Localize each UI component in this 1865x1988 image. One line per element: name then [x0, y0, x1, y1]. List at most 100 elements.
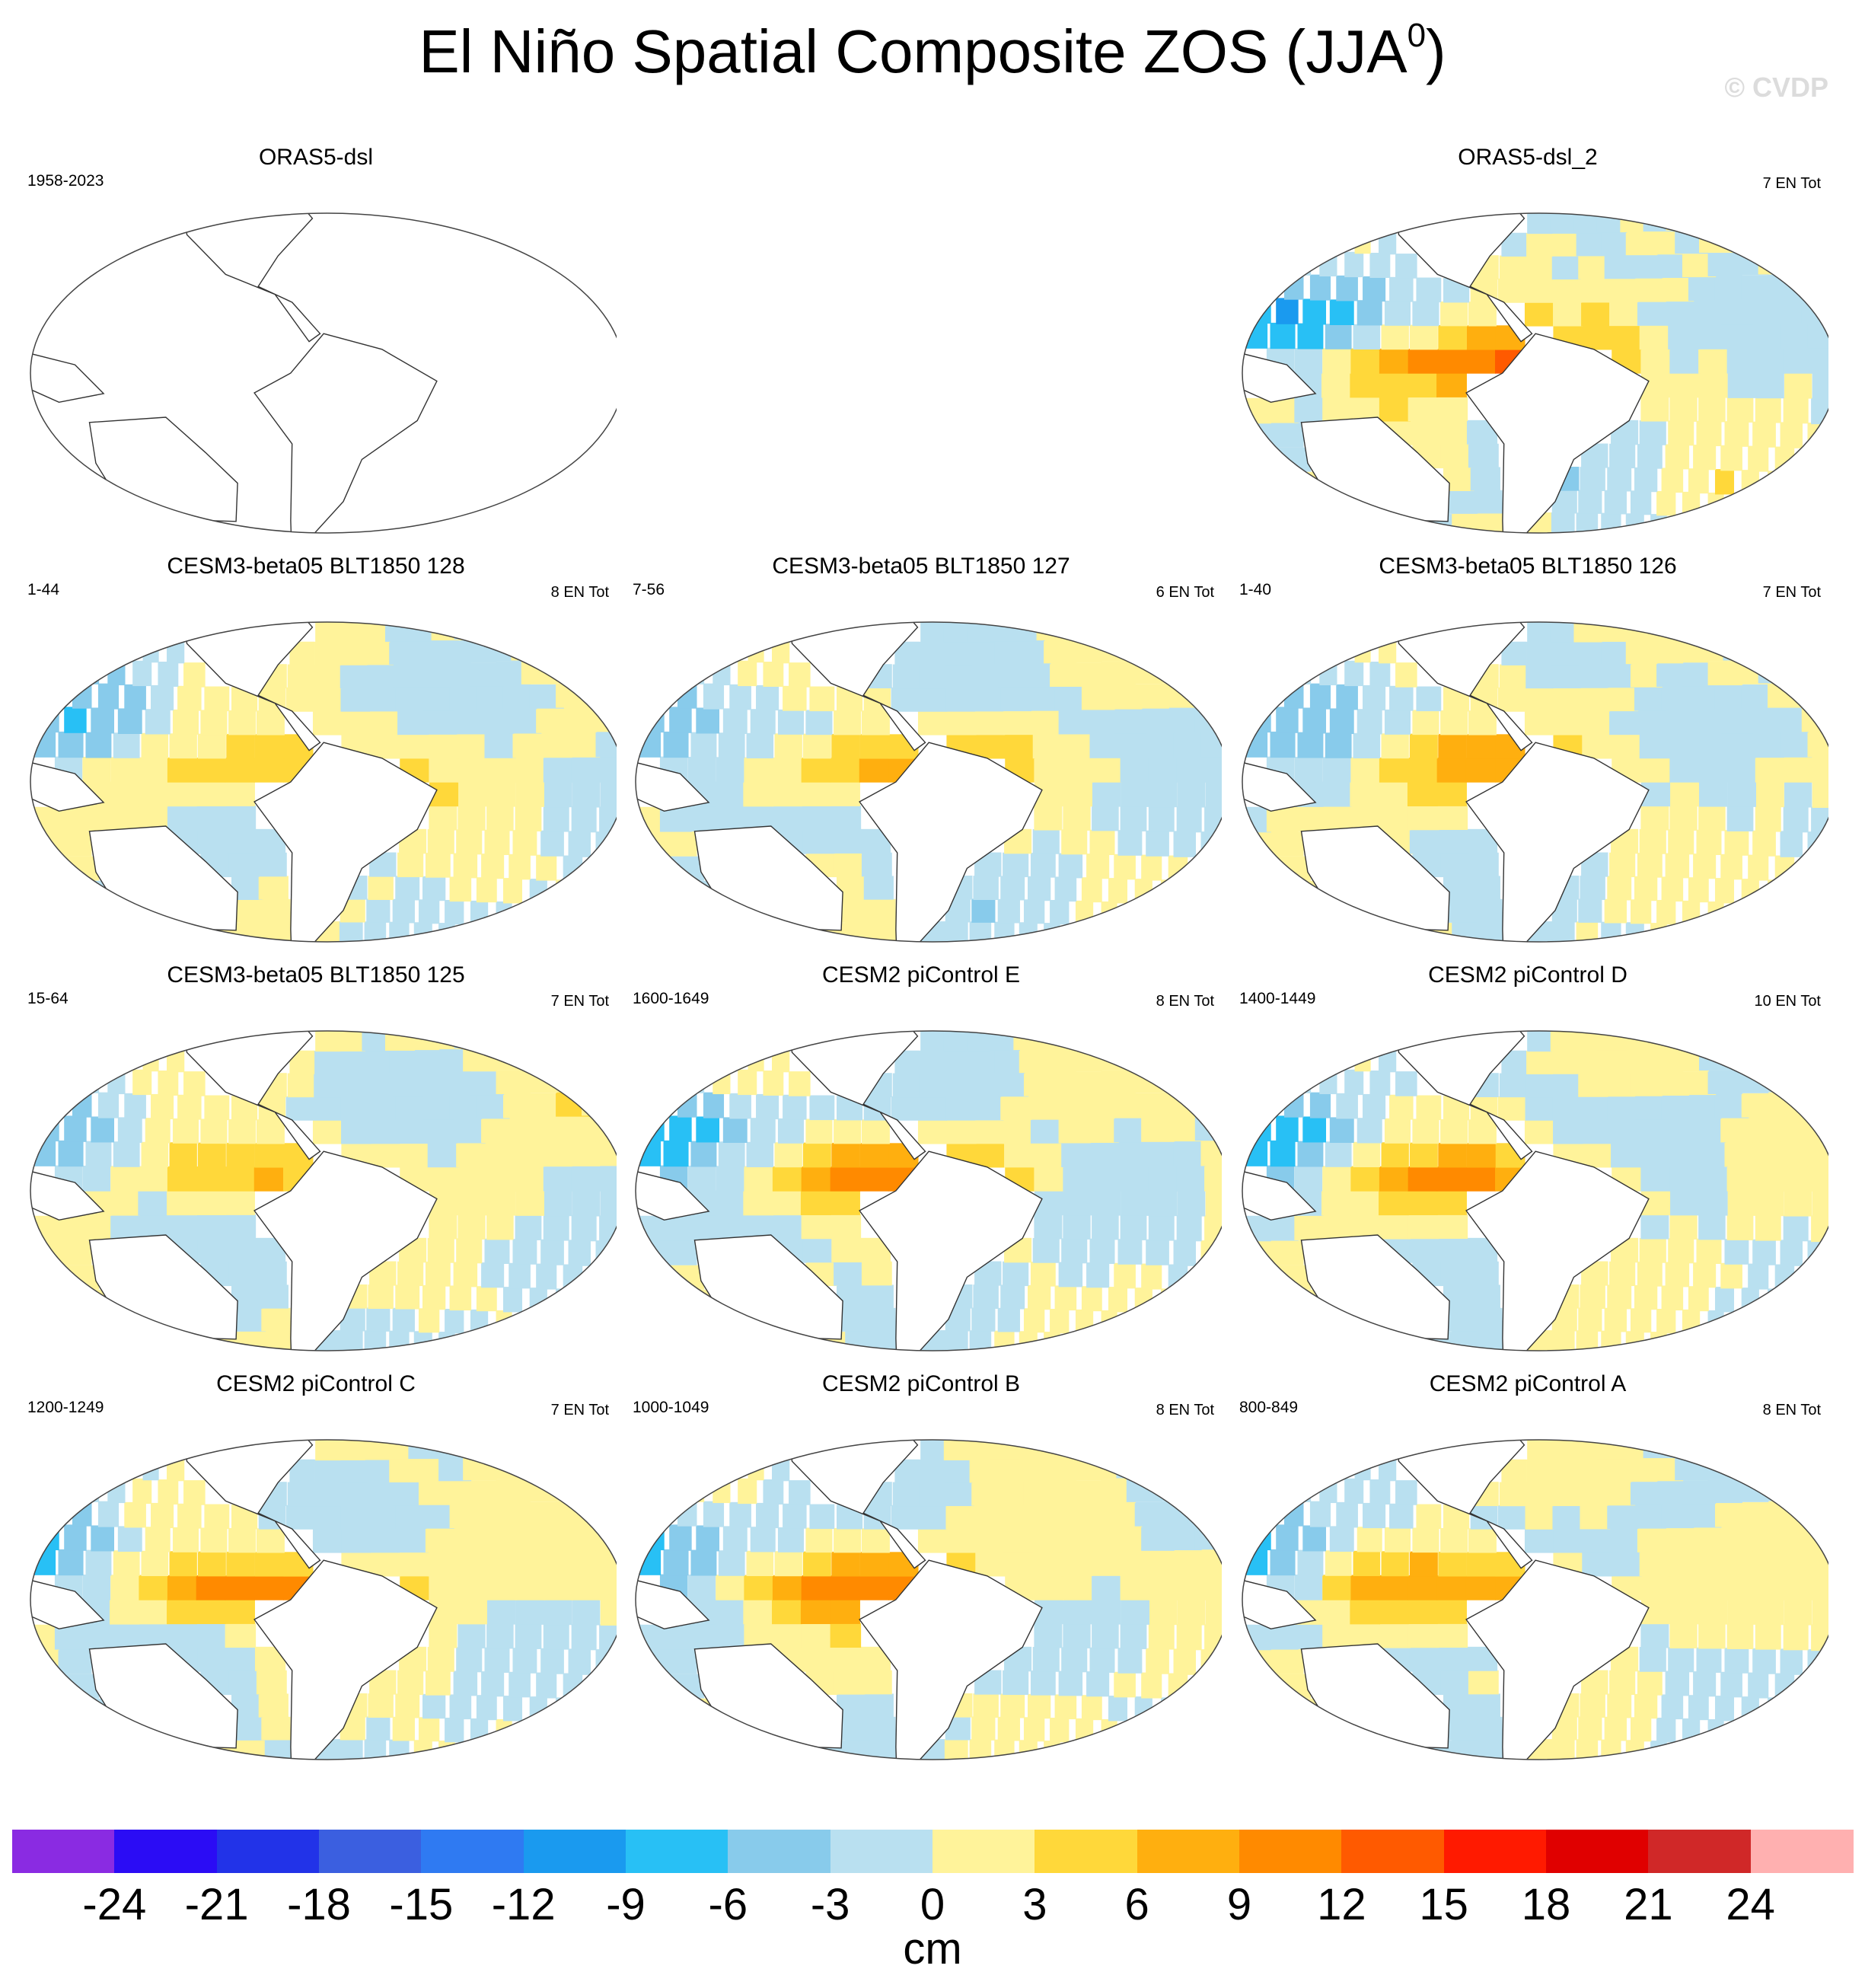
anomaly-cell: [1693, 445, 1717, 471]
anomaly-cell: [861, 852, 892, 877]
anomaly-cell: [642, 706, 665, 733]
anomaly-cell: [801, 758, 831, 783]
anomaly-cell: [599, 1215, 617, 1243]
anomaly-cell: [366, 664, 397, 688]
anomaly-cell: [543, 1214, 569, 1241]
anomaly-cell: [1321, 781, 1352, 807]
anomaly-cell: [30, 885, 36, 909]
anomaly-cell: [1344, 251, 1364, 278]
anomaly-cell: [607, 681, 617, 706]
anomaly-cell: [1242, 476, 1248, 500]
anomaly-cell: [1242, 832, 1251, 859]
anomaly-cell: [30, 1294, 36, 1318]
anomaly-cell: [1458, 945, 1487, 949]
map-field: [30, 213, 438, 533]
anomaly-cell: [1711, 540, 1718, 541]
anomaly-cell: [1582, 734, 1613, 759]
anomaly-cell: [1637, 444, 1663, 469]
anomaly-cell: [1724, 324, 1756, 349]
anomaly-cell: [1294, 347, 1323, 374]
anomaly-cell: [1473, 898, 1503, 923]
anomaly-cell: [1607, 687, 1639, 712]
anomaly-cell: [1580, 278, 1611, 303]
panel-event-count: 8 EN Tot: [550, 584, 609, 601]
anomaly-cell: [1117, 732, 1149, 758]
anomaly-cell: [317, 576, 339, 598]
anomaly-cell: [111, 622, 120, 637]
anomaly-cell: [199, 1355, 231, 1358]
anomaly-cell: [572, 781, 601, 808]
anomaly-cell: [512, 1239, 537, 1265]
anomaly-cell: [534, 927, 544, 942]
anomaly-cell: [253, 1166, 284, 1192]
map-border: [30, 621, 617, 943]
anomaly-cell: [1227, 939, 1242, 949]
anomaly-cell: [1350, 372, 1381, 398]
anomaly-cell: [1086, 854, 1110, 879]
anomaly-cell: [1307, 225, 1321, 252]
anomaly-cell: [429, 1214, 457, 1240]
anomaly-cell: [1063, 781, 1093, 807]
anomaly-cell: [264, 921, 293, 942]
anomaly-cell: [652, 882, 690, 906]
anomaly-cell: [1194, 856, 1213, 883]
anomaly-cell: [1023, 899, 1045, 924]
anomaly-cell: [1635, 187, 1667, 209]
anomaly-cell: [595, 1240, 617, 1268]
anomaly-cell: [607, 882, 617, 909]
anomaly-cell: [581, 1339, 586, 1351]
anomaly-cell: [1733, 622, 1771, 636]
anomaly-cell: [943, 598, 968, 621]
anomaly-cell: [1815, 630, 1828, 655]
anomaly-cell: [1550, 622, 1577, 643]
anomaly-cell: [946, 710, 977, 736]
anomaly-cell: [458, 781, 488, 807]
anomaly-cell: [571, 806, 597, 833]
anomaly-cell: [256, 710, 285, 736]
anomaly-cell: [1551, 641, 1580, 665]
anomaly-cell: [425, 710, 457, 735]
anomaly-cell: [1363, 276, 1386, 302]
anomaly-cell: [1384, 709, 1411, 735]
anomaly-cell: [110, 781, 140, 807]
anomaly-cell: [582, 1289, 597, 1316]
anomaly-cell: [449, 876, 472, 902]
anomaly-cell: [30, 1241, 39, 1268]
anomaly-cell: [1634, 687, 1666, 711]
anomaly-cell: [540, 732, 572, 758]
anomaly-cell: [1270, 906, 1309, 930]
anomaly-cell: [589, 1265, 608, 1292]
anomaly-cell: [1350, 781, 1381, 807]
anomaly-cell: [1262, 523, 1303, 533]
anomaly-cell: [571, 905, 582, 931]
anomaly-cell: [1811, 756, 1828, 783]
panel-title: ORAS5-dsl: [258, 145, 374, 170]
anomaly-cell: [1698, 515, 1712, 533]
anomaly-cell: [756, 684, 779, 711]
anomaly-cell: [642, 857, 679, 882]
anomaly-cell: [222, 1355, 253, 1358]
anomaly-cell: [110, 757, 139, 783]
coastline: [30, 351, 105, 404]
anomaly-cell: [1242, 295, 1245, 324]
anomaly-cell: [235, 1308, 266, 1332]
anomaly-cell: [866, 898, 896, 923]
anomaly-cell: [1755, 806, 1781, 832]
coastline: [1242, 760, 1317, 812]
anomaly-cell: [636, 933, 676, 942]
anomaly-cell: [1436, 781, 1467, 806]
anomaly-cell: [1323, 622, 1332, 637]
anomaly-cell: [1302, 298, 1327, 325]
anomaly-cell: [1698, 348, 1729, 374]
anomaly-cell: [338, 598, 363, 621]
anomaly-cell: [1036, 622, 1070, 641]
anomaly-cell: [1321, 178, 1324, 203]
anomaly-cell: [1322, 397, 1354, 423]
anomaly-cell: [1698, 781, 1728, 807]
anomaly-cell: [58, 906, 97, 930]
anomaly-cell: [1270, 247, 1286, 275]
anomaly-cell: [1698, 806, 1726, 831]
anomaly-cell: [1551, 534, 1572, 541]
anomaly-cell: [748, 925, 783, 942]
anomaly-cell: [1089, 733, 1121, 758]
